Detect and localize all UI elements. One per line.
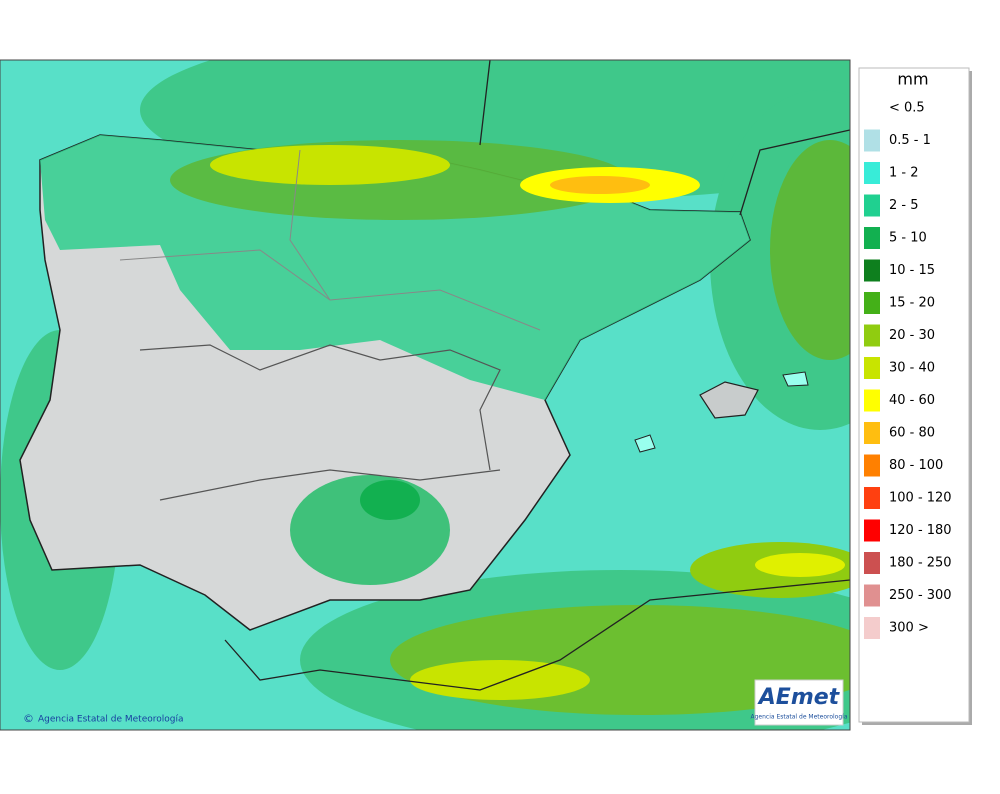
legend-label: 100 - 120 xyxy=(889,491,952,506)
legend-swatch xyxy=(864,454,880,477)
logo-subtitle: Agencia Estatal de Meteorología xyxy=(751,714,848,721)
legend-label: 5 - 10 xyxy=(889,231,927,246)
legend-label: 1 - 2 xyxy=(889,166,919,181)
legend-swatch xyxy=(864,292,880,314)
legend-label: 0.5 - 1 xyxy=(889,133,931,148)
copyright-symbol: © xyxy=(23,712,34,725)
legend-swatch xyxy=(864,357,880,379)
legend-label: 300 > xyxy=(889,621,929,636)
legend-label: 60 - 80 xyxy=(889,426,935,441)
legend-swatch xyxy=(864,422,880,444)
legend-label: 10 - 15 xyxy=(889,263,935,278)
legend-swatch xyxy=(864,617,880,639)
legend-swatch xyxy=(864,259,880,282)
legend-swatch xyxy=(864,194,880,217)
legend-swatch xyxy=(864,487,880,509)
legend-unit: mm xyxy=(897,70,928,89)
legend-swatch xyxy=(864,162,880,184)
precipitation-field xyxy=(0,60,850,730)
legend-swatch xyxy=(864,519,880,542)
legend-label: 2 - 5 xyxy=(889,198,919,213)
logo: AEmet xyxy=(757,685,841,710)
map-credit: Agencia Estatal de Meteorología xyxy=(38,715,184,725)
legend-swatch xyxy=(864,552,880,574)
legend-label: 15 - 20 xyxy=(889,296,935,311)
legend-swatch xyxy=(864,584,880,607)
legend-items: < 0.5 0.5 - 1 1 - 2 2 - 5 5 - 10 10 - 15 15 - … xyxy=(864,101,952,639)
legend-label: 20 - 30 xyxy=(889,328,935,343)
legend-swatch xyxy=(864,324,880,347)
legend-label: < 0.5 xyxy=(889,101,925,116)
logo-box xyxy=(754,679,844,726)
legend-label: 180 - 250 xyxy=(889,556,952,571)
legend-label: 80 - 100 xyxy=(889,458,943,473)
legend-label: 250 - 300 xyxy=(889,588,952,603)
legend-swatch xyxy=(864,129,880,152)
legend-label: 120 - 180 xyxy=(889,523,952,538)
legend-label: 30 - 40 xyxy=(889,361,935,376)
legend-swatch xyxy=(864,227,880,249)
legend-swatch xyxy=(864,389,880,412)
legend-label: 40 - 60 xyxy=(889,393,935,408)
